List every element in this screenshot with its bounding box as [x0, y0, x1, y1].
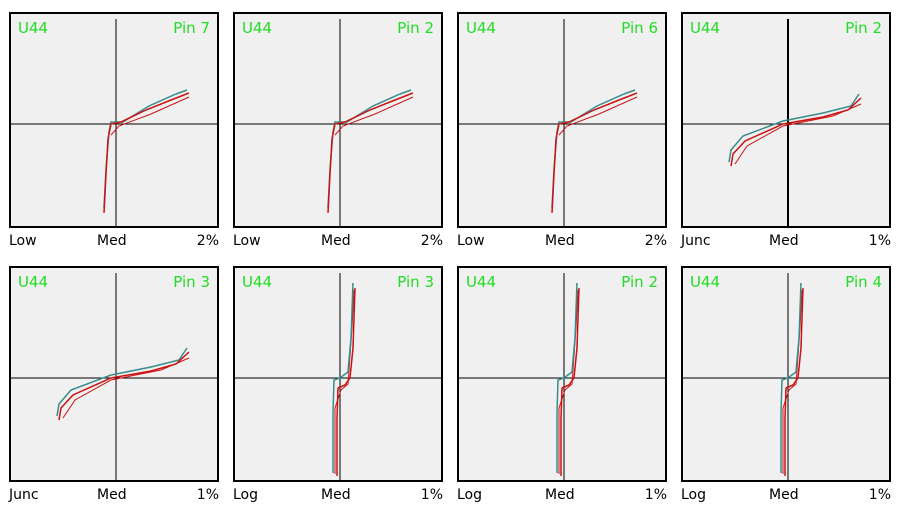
signature-panel-6[interactable]: U44 Pin 3 Log Med 1% — [233, 266, 443, 503]
reference-trace — [558, 96, 638, 136]
mode-label: Med — [545, 487, 575, 503]
chip-label: U44 — [466, 19, 497, 37]
mode-label: Med — [321, 233, 351, 249]
chip-label: U44 — [18, 19, 49, 37]
pin-label: Pin 3 — [397, 273, 434, 291]
iv-trace-plot[interactable]: U44 Pin 7 — [9, 12, 219, 228]
iv-trace-plot[interactable]: U44 Pin 3 — [233, 266, 443, 482]
signature-panel-7[interactable]: U44 Pin 2 Log Med 1% — [457, 266, 667, 503]
chip-label: U44 — [690, 273, 721, 291]
iv-trace-graph — [459, 273, 665, 480]
panel-footer: Junc Med 1% — [9, 487, 219, 503]
pin-label: Pin 2 — [621, 273, 658, 291]
iv-trace-graph — [235, 273, 441, 480]
panel-footer: Low Med 2% — [233, 233, 443, 249]
chip-label: U44 — [242, 273, 273, 291]
compare-trace — [336, 287, 356, 476]
iv-trace-graph — [235, 19, 441, 226]
chip-label: U44 — [18, 273, 49, 291]
reference-trace — [62, 357, 190, 419]
measured-trace — [56, 347, 188, 417]
range-label: Log — [233, 487, 259, 503]
pin-label: Pin 7 — [173, 19, 210, 37]
percent-label: 2% — [420, 233, 443, 249]
iv-trace-graph — [459, 19, 665, 226]
signature-panel-8[interactable]: U44 Pin 4 Log Med 1% — [681, 266, 891, 503]
mode-label: Med — [545, 233, 575, 249]
percent-label: 1% — [196, 487, 219, 503]
mode-label: Med — [769, 233, 799, 249]
compare-trace — [730, 97, 862, 167]
pin-label: Pin 2 — [845, 19, 882, 37]
pin-label: Pin 3 — [173, 273, 210, 291]
signature-panel-4[interactable]: U44 Pin 2 Junc Med 1% — [681, 12, 891, 249]
panel-footer: Log Med 1% — [233, 487, 443, 503]
percent-label: 2% — [644, 233, 667, 249]
measured-trace — [728, 93, 860, 163]
measured-trace — [780, 282, 802, 473]
iv-trace-plot[interactable]: U44 Pin 2 — [681, 12, 891, 228]
mode-label: Med — [321, 487, 351, 503]
range-label: Log — [457, 487, 483, 503]
iv-trace-graph — [683, 273, 889, 480]
percent-label: 1% — [868, 233, 891, 249]
signature-panel-3[interactable]: U44 Pin 6 Low Med 2% — [457, 12, 667, 249]
compare-trace — [58, 351, 190, 421]
signature-panel-2[interactable]: U44 Pin 2 Low Med 2% — [233, 12, 443, 249]
mode-label: Med — [769, 487, 799, 503]
iv-trace-graph — [683, 19, 889, 226]
panel-footer: Low Med 2% — [9, 233, 219, 249]
panel-footer: Log Med 1% — [681, 487, 891, 503]
iv-trace-graph — [11, 19, 217, 226]
pin-label: Pin 6 — [621, 19, 658, 37]
iv-trace-plot[interactable]: U44 Pin 4 — [681, 266, 891, 482]
range-label: Junc — [9, 487, 39, 503]
percent-label: 1% — [420, 487, 443, 503]
percent-label: 1% — [644, 487, 667, 503]
percent-label: 2% — [196, 233, 219, 249]
compare-trace — [103, 92, 190, 214]
iv-trace-plot[interactable]: U44 Pin 2 — [457, 266, 667, 482]
pin-label: Pin 2 — [397, 19, 434, 37]
measured-trace — [556, 282, 578, 473]
iv-trace-plot[interactable]: U44 Pin 3 — [9, 266, 219, 482]
compare-trace — [551, 92, 638, 214]
reference-trace — [334, 96, 414, 136]
reference-trace — [734, 103, 862, 165]
range-label: Low — [457, 233, 485, 249]
panel-footer: Log Med 1% — [457, 487, 667, 503]
chip-label: U44 — [690, 19, 721, 37]
iv-trace-plot[interactable]: U44 Pin 6 — [457, 12, 667, 228]
signature-panel-1[interactable]: U44 Pin 7 Low Med 2% — [9, 12, 219, 249]
compare-trace — [327, 92, 414, 214]
iv-trace-plot[interactable]: U44 Pin 2 — [233, 12, 443, 228]
iv-trace-graph — [11, 273, 217, 480]
panel-footer: Junc Med 1% — [681, 233, 891, 249]
pin-label: Pin 4 — [845, 273, 882, 291]
compare-trace — [784, 287, 804, 476]
measured-trace — [332, 282, 354, 473]
range-label: Low — [9, 233, 37, 249]
mode-label: Med — [97, 233, 127, 249]
range-label: Low — [233, 233, 261, 249]
range-label: Log — [681, 487, 707, 503]
percent-label: 1% — [868, 487, 891, 503]
signature-panel-5[interactable]: U44 Pin 3 Junc Med 1% — [9, 266, 219, 503]
mode-label: Med — [97, 487, 127, 503]
panel-footer: Low Med 2% — [457, 233, 667, 249]
range-label: Junc — [681, 233, 711, 249]
reference-trace — [110, 96, 190, 136]
chip-label: U44 — [466, 273, 497, 291]
chip-label: U44 — [242, 19, 273, 37]
compare-trace — [560, 287, 580, 476]
